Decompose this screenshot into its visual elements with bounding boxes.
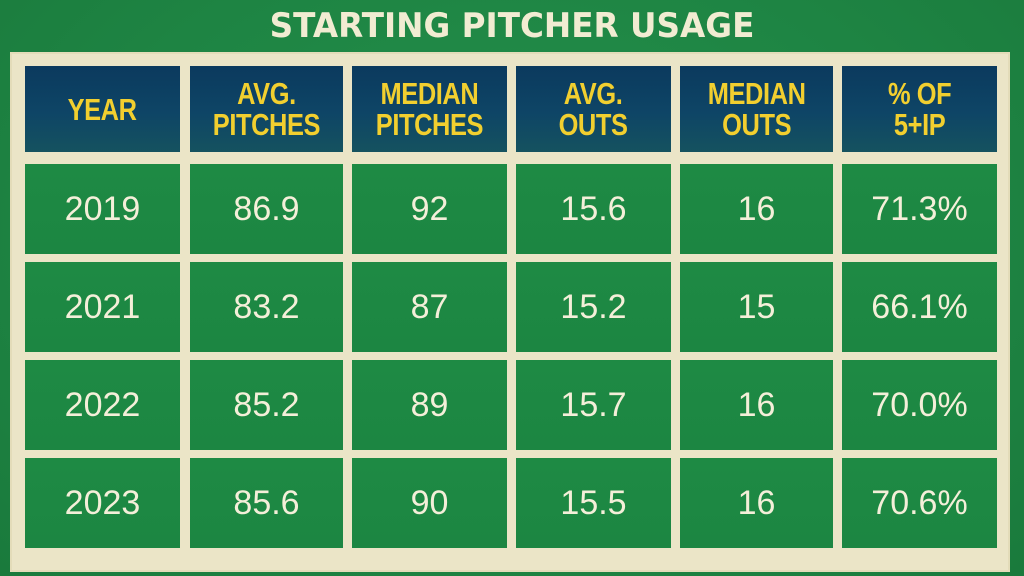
table-cell-median-pitches: 92 xyxy=(352,164,507,254)
table-cell-median-pitches: 89 xyxy=(352,360,507,450)
column-header-of-5-ip: % OF 5+IP xyxy=(842,66,997,152)
column-header-year: YEAR xyxy=(25,66,180,152)
table-cell-median-outs: 16 xyxy=(680,458,833,548)
table-cell-avg-outs: 15.6 xyxy=(516,164,671,254)
table-cell-median-pitches: 87 xyxy=(352,262,507,352)
table-cell-median-pitches: 90 xyxy=(352,458,507,548)
table-cell-median-outs: 15 xyxy=(680,262,833,352)
column-header-median-outs: MEDIAN OUTS xyxy=(680,66,833,152)
table-cell-avg-pitches: 83.2 xyxy=(190,262,343,352)
table-cell-of-5-ip: 70.6% xyxy=(842,458,997,548)
table-cell-year: 2019 xyxy=(25,164,180,254)
table-cell-avg-pitches: 85.2 xyxy=(190,360,343,450)
table-cell-year: 2021 xyxy=(25,262,180,352)
table-cell-avg-outs: 15.2 xyxy=(516,262,671,352)
table-cell-avg-pitches: 86.9 xyxy=(190,164,343,254)
table-cell-of-5-ip: 70.0% xyxy=(842,360,997,450)
chart-title: STARTING PITCHER USAGE xyxy=(269,6,755,46)
table-frame: YEAR AVG. PITCHES MEDIAN PITCHES AVG. OUTS M… xyxy=(10,52,1010,572)
column-header-avg-outs: AVG. OUTS xyxy=(516,66,671,152)
table-cell-avg-outs: 15.7 xyxy=(516,360,671,450)
table-cell-of-5-ip: 71.3% xyxy=(842,164,997,254)
column-header-median-pitches: MEDIAN PITCHES xyxy=(352,66,507,152)
table-cell-avg-pitches: 85.6 xyxy=(190,458,343,548)
table-cell-median-outs: 16 xyxy=(680,164,833,254)
table-cell-of-5-ip: 66.1% xyxy=(842,262,997,352)
table-cell-avg-outs: 15.5 xyxy=(516,458,671,548)
table-cell-median-outs: 16 xyxy=(680,360,833,450)
table-cell-year: 2023 xyxy=(25,458,180,548)
table-cell-year: 2022 xyxy=(25,360,180,450)
column-header-avg-pitches: AVG. PITCHES xyxy=(190,66,343,152)
